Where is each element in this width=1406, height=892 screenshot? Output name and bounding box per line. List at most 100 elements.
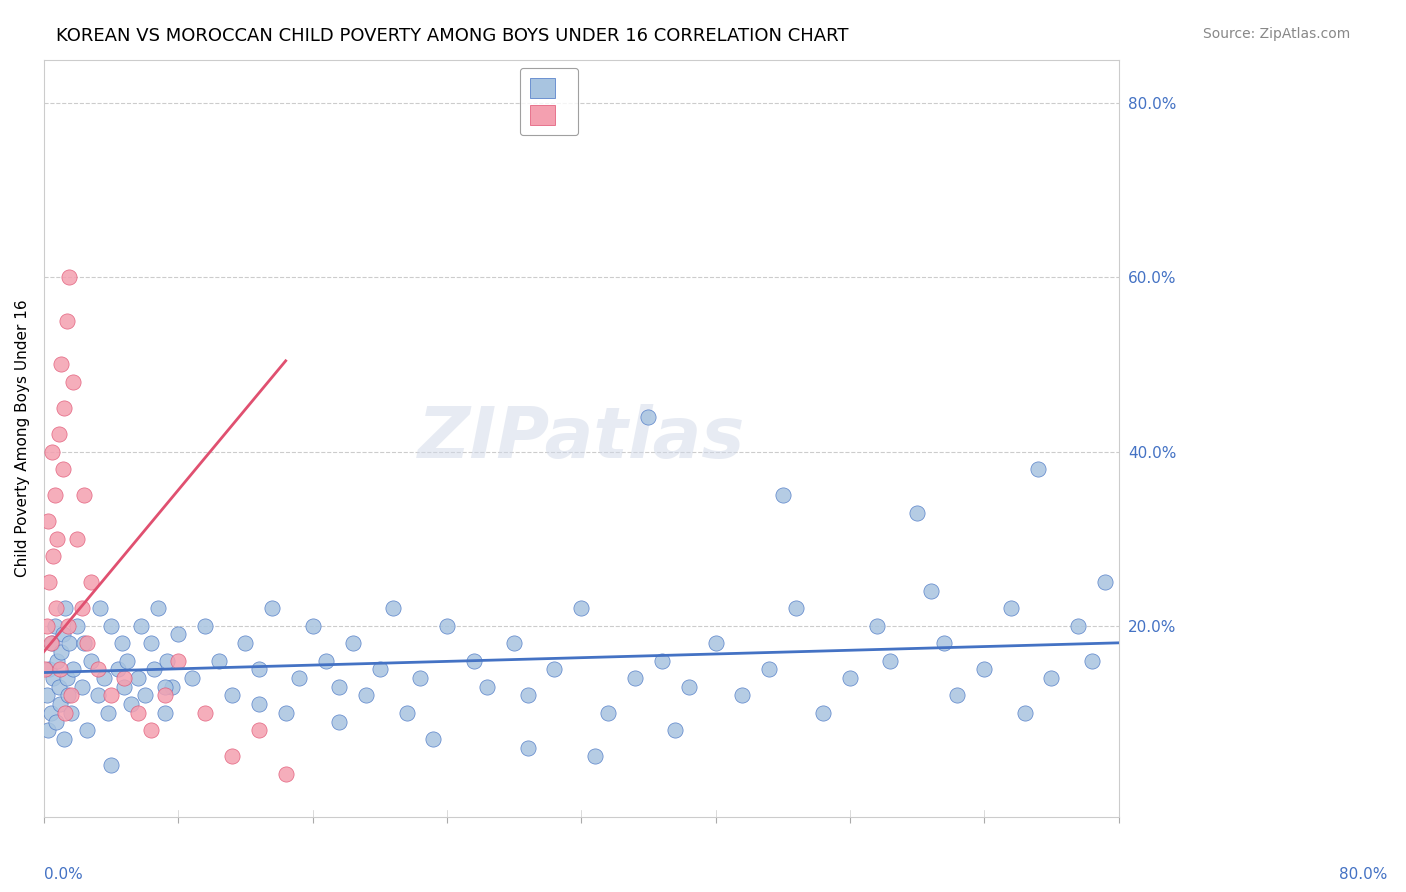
Point bbox=[44, 619, 66, 633]
Point bbox=[583, 749, 606, 764]
Point bbox=[785, 601, 807, 615]
Point bbox=[49, 662, 72, 676]
Point bbox=[624, 671, 647, 685]
Point bbox=[89, 601, 111, 615]
Point bbox=[235, 636, 257, 650]
Point bbox=[37, 723, 59, 738]
Point bbox=[86, 662, 108, 676]
Point bbox=[52, 462, 75, 476]
Point bbox=[247, 697, 270, 711]
Point bbox=[637, 409, 659, 424]
Point bbox=[41, 636, 63, 650]
Point bbox=[59, 689, 82, 703]
Point bbox=[56, 689, 79, 703]
Point bbox=[382, 601, 405, 615]
Point bbox=[1094, 575, 1116, 590]
Text: 80.0%: 80.0% bbox=[1339, 867, 1388, 881]
Point bbox=[93, 671, 115, 685]
Point bbox=[39, 636, 62, 650]
Point bbox=[194, 619, 217, 633]
Point bbox=[44, 488, 66, 502]
Point bbox=[53, 731, 76, 746]
Point bbox=[1014, 706, 1036, 720]
Point bbox=[503, 636, 526, 650]
Point bbox=[49, 697, 72, 711]
Point bbox=[274, 766, 297, 780]
Point bbox=[704, 636, 727, 650]
Point bbox=[207, 654, 229, 668]
Point bbox=[678, 680, 700, 694]
Point bbox=[395, 706, 418, 720]
Point bbox=[141, 723, 163, 738]
Point bbox=[1000, 601, 1022, 615]
Point bbox=[129, 619, 152, 633]
Point bbox=[55, 706, 77, 720]
Point bbox=[274, 706, 297, 720]
Point bbox=[45, 601, 67, 615]
Point bbox=[66, 532, 89, 546]
Point bbox=[247, 723, 270, 738]
Point bbox=[516, 689, 538, 703]
Point bbox=[156, 654, 179, 668]
Point bbox=[51, 358, 73, 372]
Point bbox=[134, 689, 156, 703]
Point bbox=[70, 601, 93, 615]
Point bbox=[42, 549, 65, 563]
Point bbox=[45, 714, 67, 729]
Point bbox=[569, 601, 592, 615]
Point bbox=[127, 671, 149, 685]
Point bbox=[516, 740, 538, 755]
Point bbox=[409, 671, 432, 685]
Point bbox=[86, 689, 108, 703]
Point bbox=[38, 575, 60, 590]
Point bbox=[107, 662, 129, 676]
Point bbox=[97, 706, 120, 720]
Point bbox=[328, 680, 350, 694]
Point bbox=[477, 680, 499, 694]
Text: 0.0%: 0.0% bbox=[44, 867, 83, 881]
Point bbox=[664, 723, 686, 738]
Point bbox=[114, 680, 136, 694]
Point bbox=[946, 689, 969, 703]
Point bbox=[731, 689, 754, 703]
Point bbox=[221, 689, 243, 703]
Point bbox=[34, 662, 56, 676]
Point bbox=[543, 662, 565, 676]
Point bbox=[38, 662, 60, 676]
Point bbox=[758, 662, 780, 676]
Point bbox=[356, 689, 378, 703]
Point bbox=[262, 601, 284, 615]
Point bbox=[920, 583, 942, 598]
Point bbox=[100, 689, 122, 703]
Point bbox=[315, 654, 337, 668]
Point bbox=[41, 444, 63, 458]
Point bbox=[76, 723, 98, 738]
Point bbox=[1067, 619, 1090, 633]
Point bbox=[62, 375, 84, 389]
Point bbox=[70, 680, 93, 694]
Point bbox=[73, 488, 96, 502]
Point bbox=[811, 706, 834, 720]
Point bbox=[73, 636, 96, 650]
Point bbox=[194, 706, 217, 720]
Point bbox=[301, 619, 323, 633]
Point bbox=[1080, 654, 1102, 668]
Point bbox=[247, 662, 270, 676]
Point bbox=[368, 662, 391, 676]
Point bbox=[146, 601, 169, 615]
Point bbox=[58, 636, 80, 650]
Point bbox=[153, 680, 176, 694]
Point bbox=[1040, 671, 1063, 685]
Point bbox=[598, 706, 620, 720]
Point bbox=[48, 427, 70, 442]
Point bbox=[288, 671, 311, 685]
Point bbox=[111, 636, 134, 650]
Point bbox=[76, 636, 98, 650]
Point bbox=[167, 627, 190, 641]
Point bbox=[55, 671, 77, 685]
Point bbox=[46, 532, 69, 546]
Y-axis label: Child Poverty Among Boys Under 16: Child Poverty Among Boys Under 16 bbox=[15, 300, 30, 577]
Point bbox=[153, 706, 176, 720]
Point bbox=[39, 706, 62, 720]
Point bbox=[100, 758, 122, 772]
